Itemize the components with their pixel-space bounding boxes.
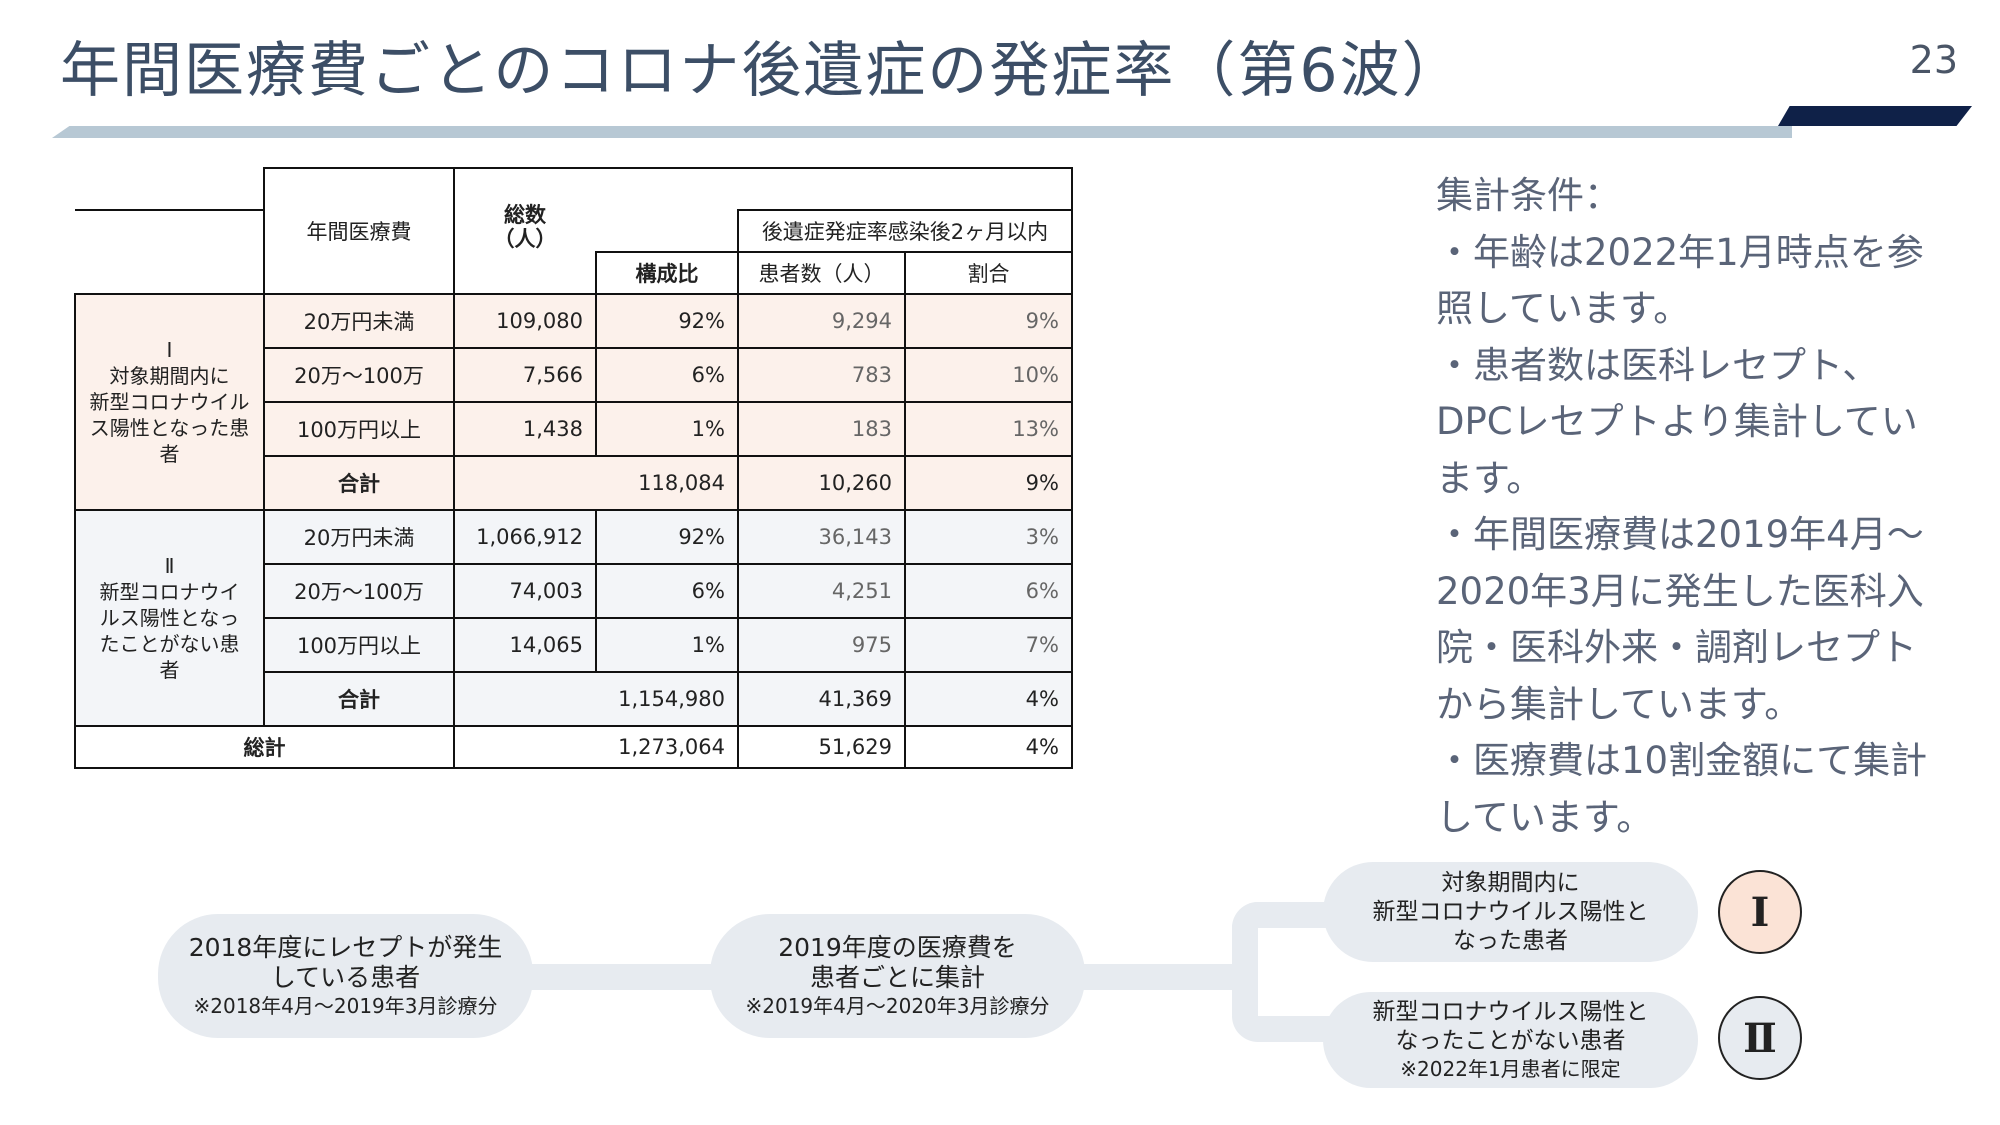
grand-total-total: 1,273,064 [453, 725, 739, 769]
flow-step-1-note: ※2018年4月～2019年3月診療分 [193, 994, 498, 1018]
flow-branch-1: 対象期間内に 新型コロナウイルス陽性と なった患者 [1323, 862, 1698, 962]
header-ratio: 構成比 [595, 251, 739, 295]
sequela-rate: 6% [904, 563, 1073, 619]
composition-ratio: 92% [595, 293, 739, 349]
flow-connector [1075, 964, 1245, 990]
flow-step-2-text: 2019年度の医療費を 患者ごとに集計 [778, 933, 1017, 992]
composition-ratio: 1% [595, 401, 739, 457]
flow-connector [520, 964, 740, 990]
note-line: 照しています。 [1436, 287, 1691, 330]
subtotal-row: 合計 118,084 10,260 9% [75, 455, 1073, 511]
flow-step-1-text: 2018年度にレセプトが発生 している患者 [188, 933, 503, 992]
group-1-marker: Ⅰ [1718, 870, 1802, 954]
table-row: Ⅰ 対象期間内に 新型コロナウイル ス陽性となった患 者 20万円未満 109,… [74, 293, 1073, 511]
composition-ratio: 92% [595, 509, 739, 565]
total-count: 1,438 [453, 401, 597, 457]
flow-step-2-note: ※2019年4月～2020年3月診療分 [745, 994, 1050, 1018]
subtotal-rate: 9% [904, 455, 1073, 511]
sequela-rate: 3% [904, 509, 1073, 565]
note-line: DPCレセプトより集計してい [1436, 400, 1918, 443]
page-title: 年間医療費ごとのコロナ後遺症の発症率（第6波） [60, 36, 1464, 106]
sequela-rate: 9% [904, 293, 1073, 349]
grand-total-rate: 4% [904, 725, 1073, 769]
header-sequela-group: 後遺症発症率感染後2ヶ月以内 [737, 209, 1073, 253]
grand-total-row: 総計 1,273,064 51,629 4% [74, 725, 1073, 769]
patient-count: 783 [737, 347, 906, 403]
header-total-count: 総数 （人） [453, 167, 596, 295]
page-number: 23 [1909, 38, 1958, 82]
subtotal-total: 1,154,980 [453, 671, 739, 727]
sequela-rate: 10% [904, 347, 1073, 403]
composition-ratio: 6% [595, 347, 739, 403]
subtotal-patients: 10,260 [737, 455, 906, 511]
patient-count: 36,143 [737, 509, 906, 565]
patient-count: 975 [737, 617, 906, 673]
table-row: 20万～100万 7,566 6% 783 10% [75, 347, 1073, 403]
cost-bracket: 100万円以上 [263, 617, 455, 673]
patient-count: 9,294 [737, 293, 906, 349]
header-annual-cost: 年間医療費 [263, 167, 455, 295]
cost-bracket: 20万円未満 [263, 509, 455, 565]
note-line: ・患者数は医科レセプト、 [1436, 343, 1880, 387]
flow-branch-2: 新型コロナウイルス陽性と なったことがない患者 ※2022年1月患者に限定 [1323, 992, 1698, 1088]
aggregation-conditions: 集計条件： ・年齢は2022年1月時点を参 照しています。 ・患者数は医科レセプ… [1436, 168, 1966, 846]
total-count: 74,003 [453, 563, 597, 619]
flow-branch-2-text: 新型コロナウイルス陽性と なったことがない患者 [1372, 999, 1649, 1054]
total-count: 1,066,912 [453, 509, 597, 565]
sequela-rate: 7% [904, 617, 1073, 673]
cost-bracket: 100万円以上 [263, 401, 455, 457]
note-line: 集計条件： [1436, 174, 1621, 217]
cost-bracket: 20万～100万 [263, 347, 455, 403]
composition-ratio: 1% [595, 617, 739, 673]
subtotal-label: 合計 [263, 671, 455, 727]
note-line: ・年齢は2022年1月時点を参 [1436, 230, 1924, 274]
note-line: しています。 [1436, 795, 1654, 839]
grand-total-label: 総計 [74, 725, 455, 769]
table-row: Ⅱ 新型コロナウイ ルス陽性となっ たことがない患 者 20万円未満 1,066… [74, 509, 1073, 727]
cost-bracket: 20万～100万 [263, 563, 455, 619]
flow-branch-1-text: 対象期間内に 新型コロナウイルス陽性と なった患者 [1372, 869, 1649, 954]
group-label-2: Ⅱ 新型コロナウイ ルス陽性となっ たことがない患 者 [74, 509, 265, 727]
total-count: 7,566 [453, 347, 597, 403]
subtotal-label: 合計 [263, 455, 455, 511]
note-line: から集計しています。 [1436, 682, 1802, 726]
title-underline-accent [1778, 106, 1972, 126]
note-line: 院・医科外来・調剤レセプト [1436, 626, 1917, 669]
subtotal-rate: 4% [904, 671, 1073, 727]
group-label-1: Ⅰ 対象期間内に 新型コロナウイル ス陽性となった患 者 [74, 293, 265, 511]
note-line: ・年間医療費は2019年4月～ [1436, 513, 1924, 556]
grand-total-patients: 51,629 [737, 725, 906, 769]
header-rate: 割合 [904, 251, 1073, 295]
total-count: 109,080 [453, 293, 597, 349]
cost-bracket: 20万円未満 [263, 293, 455, 349]
flow-branch-2-note: ※2022年1月患者に限定 [1400, 1057, 1621, 1081]
group-2-marker: Ⅱ [1718, 996, 1802, 1080]
flow-step-1: 2018年度にレセプトが発生 している患者 ※2018年4月～2019年3月診療… [158, 914, 533, 1038]
subtotal-patients: 41,369 [737, 671, 906, 727]
patient-count: 183 [737, 401, 906, 457]
note-line: 2020年3月に発生した医科入 [1436, 569, 1924, 613]
flow-step-2: 2019年度の医療費を 患者ごとに集計 ※2019年4月～2020年3月診療分 [710, 914, 1085, 1038]
title-underline [52, 126, 1792, 138]
note-line: ます。 [1436, 456, 1544, 500]
sequela-rate: 13% [904, 401, 1073, 457]
total-count: 14,065 [453, 617, 597, 673]
composition-ratio: 6% [595, 563, 739, 619]
patient-count: 4,251 [737, 563, 906, 619]
header-patients: 患者数（人） [737, 251, 906, 295]
subtotal-total: 118,084 [453, 455, 739, 511]
note-line: ・医療費は10割金額にて集計 [1436, 739, 1928, 782]
medical-cost-table: 年間医療費 総数 （人） 後遺症発症率感染後2ヶ月以内 構成比 患者数（人） 割… [74, 167, 1073, 769]
